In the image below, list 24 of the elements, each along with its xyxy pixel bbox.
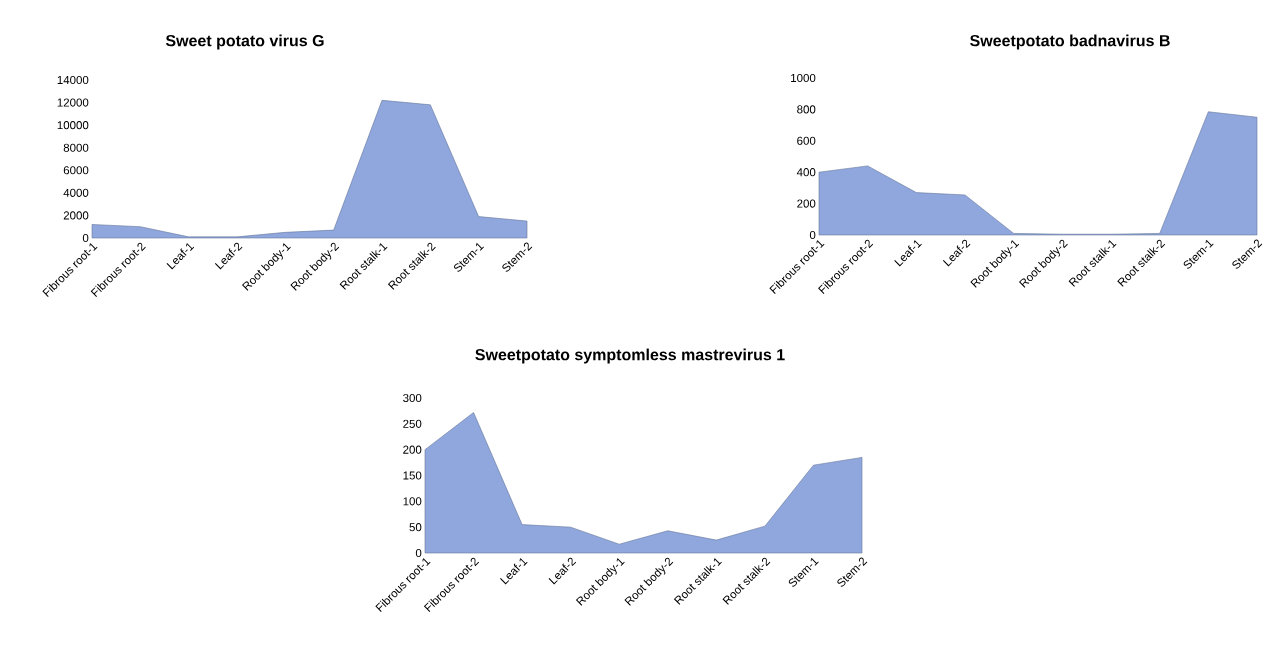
y-tick-label: 200 [403, 445, 422, 454]
y-tick-label: 8000 [63, 143, 89, 152]
y-tick-label: 0 [82, 233, 89, 243]
y-tick-label: 0 [809, 230, 816, 240]
y-tick-label: 4000 [63, 188, 89, 197]
y-tick-label: 10000 [57, 121, 89, 130]
y-tick-label: 14000 [57, 75, 89, 85]
y-tick-label: 600 [797, 136, 816, 145]
y-tick-label: 1000 [791, 73, 816, 83]
y-tick-label: 800 [797, 105, 816, 114]
y-tick-label: 200 [797, 199, 816, 208]
y-tick-label: 2000 [63, 211, 89, 220]
y-tick-label: 0 [415, 548, 422, 558]
chart-title: Sweet potato virus G [165, 34, 324, 50]
chart-title: Sweetpotato symptomless mastrevirus 1 [475, 348, 785, 364]
y-tick-label: 6000 [63, 166, 89, 175]
y-tick-label: 12000 [57, 98, 89, 107]
y-tick-label: 150 [403, 471, 422, 480]
y-tick-label: 400 [796, 168, 816, 177]
y-tick-label: 250 [403, 419, 422, 428]
y-tick-label: 50 [409, 523, 422, 532]
y-tick-label: 100 [403, 497, 422, 506]
chart-title: Sweetpotato badnavirus B [970, 34, 1170, 50]
y-tick-label: 300 [403, 393, 422, 403]
